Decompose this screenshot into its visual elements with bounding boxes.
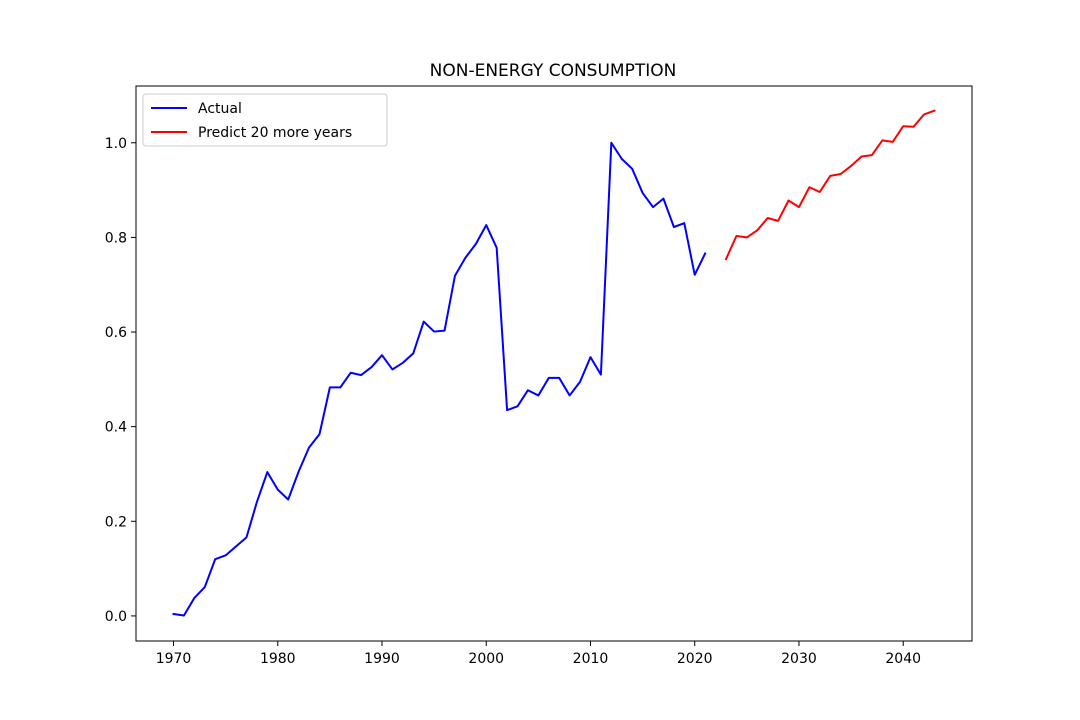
y-tick-label: 1.0 <box>105 136 127 152</box>
legend: Actual Predict 20 more years <box>142 93 388 147</box>
legend-box <box>142 93 388 147</box>
y-tick-label: 0.8 <box>105 230 127 246</box>
series-layer <box>172 109 936 617</box>
x-tick-label: 1990 <box>364 651 400 667</box>
plot-frame <box>135 85 973 642</box>
x-tick-label: 1970 <box>156 651 192 667</box>
x-tick-label: 2020 <box>677 651 713 667</box>
y-tick-label: 0.2 <box>105 514 127 530</box>
y-tick-label: 0.0 <box>105 609 127 625</box>
legend-label-actual: Actual <box>198 101 242 117</box>
x-tick-label: 2030 <box>781 651 817 667</box>
y-tick-label: 0.4 <box>105 420 127 436</box>
x-tick-label: 2010 <box>573 651 609 667</box>
x-tick-label: 2000 <box>468 651 504 667</box>
y-tick-label: 0.6 <box>105 325 127 341</box>
legend-label-predict: Predict 20 more years <box>198 125 352 141</box>
x-tick-label: 1980 <box>260 651 296 667</box>
series-line-predict <box>724 109 936 261</box>
series-line-actual <box>172 141 707 617</box>
chart-title: NON-ENERGY CONSUMPTION <box>430 61 677 81</box>
x-tick-label: 2040 <box>885 651 921 667</box>
axes-layer: 1970 1980 1990 2000 2010 2020 2030 2040 0.0 0.2 0.… <box>105 85 973 667</box>
